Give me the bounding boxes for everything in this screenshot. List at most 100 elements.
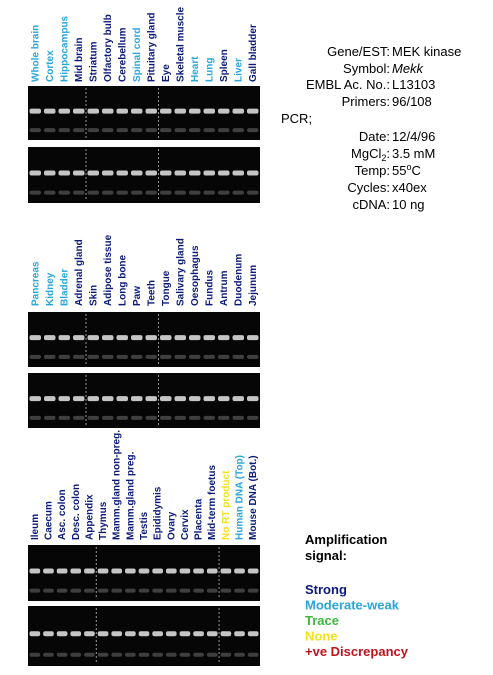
lane-label: Ileum — [30, 514, 41, 540]
gel-band-faint — [44, 415, 56, 420]
lane-label: Teeth — [146, 280, 157, 306]
gel-band — [179, 568, 191, 574]
info-value: C — [411, 163, 420, 178]
gel-band — [116, 396, 128, 402]
legend-item: Trace — [305, 613, 339, 628]
gel-panel: Pancreas Kidney Bladder Adrenal gland Skin Ad… — [28, 234, 260, 428]
gel-band — [102, 170, 114, 176]
gel-band — [131, 335, 143, 341]
gel-band-faint — [189, 190, 201, 195]
gel-band — [193, 631, 204, 637]
gel-band — [43, 568, 54, 574]
lane-label: Eye — [161, 64, 172, 82]
info-label: cDNA: — [352, 197, 390, 212]
lane-label: Appendix — [84, 494, 95, 540]
gel-band — [189, 335, 201, 341]
gel-band — [174, 335, 186, 341]
gel-band — [56, 631, 68, 637]
gel-band-faint — [111, 652, 123, 657]
info-label: Cycles: — [347, 180, 390, 195]
gel-band-faint — [232, 354, 244, 359]
gel-band-faint — [116, 128, 128, 133]
gel-band — [174, 170, 186, 176]
gel-band — [160, 335, 172, 341]
gel-band-faint — [58, 354, 70, 359]
gel-band-faint — [189, 354, 201, 359]
gel-band-faint — [179, 652, 191, 657]
legend-item: Strong — [305, 582, 347, 597]
gel-panel: Ileum Caecum Asc. colon Desc. colon Appendix… — [28, 430, 260, 666]
gel-band-faint — [87, 190, 99, 195]
gel-band — [87, 396, 99, 402]
gel-band-faint — [152, 588, 163, 593]
lane-label: Skin — [88, 285, 99, 306]
gel-band — [87, 108, 99, 114]
lane-label: Adipose tissue — [103, 234, 114, 306]
gel-band — [111, 631, 123, 637]
gel-band-faint — [193, 652, 204, 657]
gel-band-faint — [56, 588, 68, 593]
gel-band — [56, 568, 68, 574]
gel-band — [165, 631, 177, 637]
lane-label: Jejunum — [248, 265, 259, 306]
gel-band-faint — [247, 415, 259, 420]
info-value: MEK kinase — [392, 44, 461, 59]
gel-band-faint — [218, 128, 230, 133]
gel-band — [44, 108, 56, 114]
gel-band-faint — [174, 415, 186, 420]
gel-band-faint — [206, 652, 218, 657]
gel-band-faint — [131, 354, 143, 359]
lane-label: Mid brain — [74, 38, 85, 82]
gel-band — [102, 108, 114, 114]
gel-band-faint — [234, 652, 245, 657]
gel-band-faint — [203, 190, 215, 195]
gel-band — [131, 396, 143, 402]
gel-band-faint — [29, 354, 41, 359]
gel-band — [160, 108, 172, 114]
gel-band-faint — [56, 652, 68, 657]
gel-band — [206, 568, 218, 574]
gel-band-faint — [58, 415, 70, 420]
gel-band-faint — [111, 588, 123, 593]
gel-band-faint — [218, 354, 230, 359]
gel-band-faint — [125, 588, 136, 593]
legend-item: None — [305, 629, 338, 644]
lane-label: Cervix — [180, 509, 191, 540]
gel-band — [58, 396, 70, 402]
gel-band-faint — [203, 128, 215, 133]
lane-label: Asc. colon — [57, 489, 68, 540]
gel-band — [145, 170, 157, 176]
gel-band-faint — [247, 354, 259, 359]
gel-band — [29, 568, 41, 574]
gel-band — [138, 631, 150, 637]
gel-band-faint — [70, 652, 82, 657]
gel-band — [152, 568, 163, 574]
info-label: Temp: — [355, 163, 390, 178]
lane-label: Spinal cord — [132, 28, 143, 82]
legend: Amplification signal: StrongModerate-wea… — [305, 532, 409, 659]
lane-label: Human DNA (Top) — [235, 455, 246, 540]
gel-band-faint — [165, 652, 177, 657]
gel-band — [87, 170, 99, 176]
gel-band — [131, 170, 143, 176]
gel-band — [232, 170, 244, 176]
gel-band — [232, 335, 244, 341]
lane-label: Epididymis — [153, 486, 164, 540]
gel-band-faint — [29, 190, 41, 195]
gel-band-faint — [43, 588, 54, 593]
gel-band — [165, 568, 177, 574]
gel-band — [218, 396, 230, 402]
gel-band-faint — [218, 190, 230, 195]
info-superscript: o — [406, 162, 411, 172]
gel-band-faint — [145, 190, 157, 195]
info-label: EMBL Ac. No.: — [306, 77, 390, 92]
gel-band — [234, 568, 245, 574]
gel-band-faint — [247, 128, 259, 133]
gel-band-faint — [97, 652, 109, 657]
gel-band — [116, 170, 128, 176]
gel-band — [125, 631, 136, 637]
info-value: 3.5 mM — [392, 146, 435, 161]
gel-band-faint — [87, 415, 99, 420]
gel-band-faint — [29, 128, 41, 133]
